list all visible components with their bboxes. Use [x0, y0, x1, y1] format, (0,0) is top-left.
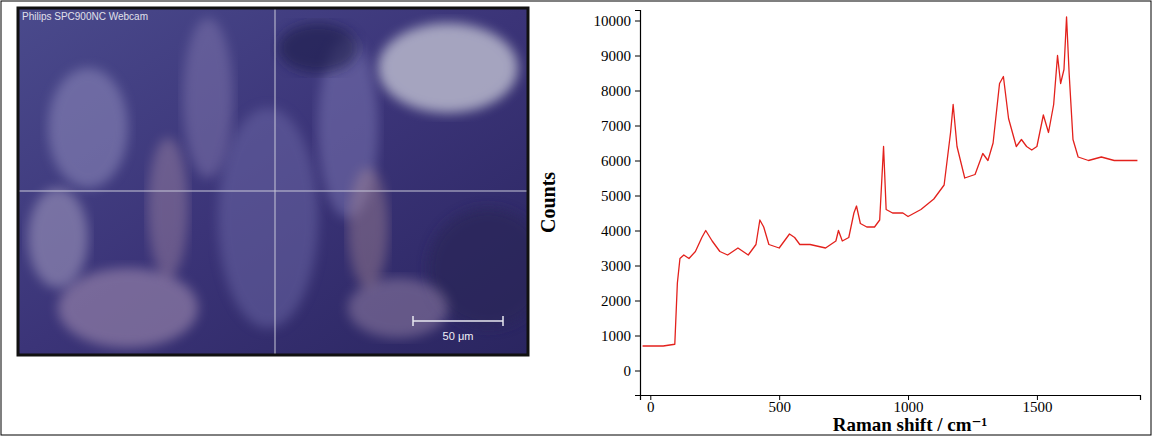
crosshair-vertical	[275, 8, 276, 355]
scale-bar-end	[502, 316, 504, 326]
y-tick-mark	[635, 301, 640, 302]
y-tick-mark	[635, 56, 640, 57]
y-tick-label: 0	[624, 363, 632, 379]
y-tick-label: 5000	[601, 188, 631, 204]
y-tick-mark	[635, 371, 640, 372]
y-tick-label: 1000	[601, 328, 631, 344]
micrograph-texture	[278, 23, 358, 73]
x-tick-label: 1000	[894, 399, 924, 415]
y-tick-mark	[635, 336, 640, 337]
spectrum-line	[643, 17, 1138, 346]
y-tick-mark	[635, 126, 640, 127]
y-tick: 9000	[601, 48, 640, 64]
y-tick: 8000	[601, 83, 640, 99]
y-axis-line	[635, 11, 641, 396]
micrograph-border	[18, 8, 528, 355]
y-tick: 10000	[594, 13, 641, 29]
y-tick-label: 2000	[601, 293, 631, 309]
y-tick-mark	[635, 196, 640, 197]
y-axis-title: Counts	[537, 172, 559, 233]
micrograph-texture	[378, 23, 518, 113]
y-tick-label: 8000	[601, 83, 631, 99]
x-tick: 1000	[894, 395, 924, 415]
micrograph-texture	[348, 278, 448, 338]
scale-bar-end	[412, 316, 414, 326]
scale-bar-label: 50 μm	[443, 330, 474, 342]
micrograph-texture	[348, 168, 388, 288]
y-tick: 6000	[601, 153, 640, 169]
y-tick: 5000	[601, 188, 640, 204]
plot-area	[643, 17, 1138, 346]
y-tick: 3000	[601, 258, 640, 274]
micrograph-texture	[148, 138, 188, 278]
y-tick-mark	[635, 91, 640, 92]
x-axis: 0 500 1000 1500	[641, 395, 1141, 415]
y-tick-label: 7000	[601, 118, 631, 134]
y-tick-label: 4000	[601, 223, 631, 239]
y-tick-mark	[635, 231, 640, 232]
x-axis-line	[641, 396, 1141, 401]
micrograph-texture	[48, 68, 128, 188]
micrograph-texture	[28, 188, 88, 288]
x-axis-title: Raman shift / cm⁻¹	[833, 414, 988, 435]
y-tick-mark	[635, 21, 640, 22]
y-axis: 0 1000 2000 3000 4000 5000 6000 7000 8000 9000 100…	[594, 11, 641, 396]
x-tick: 0	[647, 395, 655, 415]
y-tick-label: 10000	[594, 13, 632, 29]
y-tick-mark	[635, 266, 640, 267]
y-tick: 0	[624, 363, 641, 379]
micrograph	[18, 8, 528, 355]
y-tick: 2000	[601, 293, 640, 309]
micrograph-texture	[218, 108, 318, 328]
x-tick: 500	[768, 395, 791, 415]
crosshair-horizontal	[18, 191, 528, 192]
figure: 50 μm Philips SPC900NC Webcam 0 1000 2000 300…	[0, 0, 1152, 436]
y-tick: 7000	[601, 118, 640, 134]
micrograph-texture	[58, 268, 198, 348]
y-tick-label: 6000	[601, 153, 631, 169]
x-tick-label: 500	[768, 399, 791, 415]
figure-frame	[1, 1, 1151, 435]
x-tick-label: 1500	[1022, 399, 1052, 415]
y-tick: 4000	[601, 223, 640, 239]
y-tick-mark	[635, 161, 640, 162]
x-tick: 1500	[1022, 395, 1052, 415]
overlay-text: Philips SPC900NC Webcam	[22, 11, 148, 22]
scale-bar	[413, 320, 503, 322]
micrograph-texture	[183, 18, 233, 178]
y-tick: 1000	[601, 328, 640, 344]
y-tick-label: 3000	[601, 258, 631, 274]
x-tick-label: 0	[647, 399, 655, 415]
y-tick-label: 9000	[601, 48, 631, 64]
